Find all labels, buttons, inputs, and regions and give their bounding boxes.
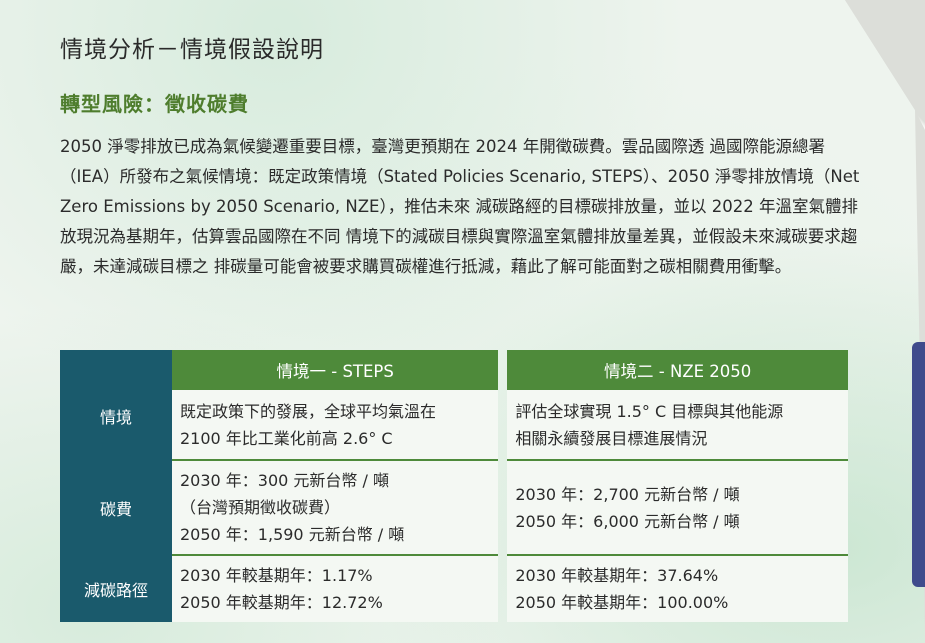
table-row: 情境 既定政策下的發展，全球平均氣溫在 2100 年比工業化前高 2.6° C …	[60, 390, 848, 461]
page-title: 情境分析－情境假設說明	[60, 37, 324, 63]
section-title: 轉型風險：徵收碳費	[60, 92, 249, 116]
intro-line: 減碳路經的目標碳排放量，並以 2022 年溫室氣體排放現況為基期年，估算雲品國際…	[60, 197, 858, 246]
scenario-table: 情境一 - STEPS 情境二 - NZE 2050 情境 既定政策下的發展，全…	[60, 350, 848, 622]
table-corner	[60, 350, 172, 390]
row-header-carbon-fee: 碳費	[60, 460, 172, 555]
table-row: 碳費 2030 年：300 元新台幣 / 噸 （台灣預期徵收碳費） 2050 年…	[60, 460, 848, 556]
row-header-scenario: 情境	[60, 390, 172, 460]
intro-line: 排碳量可能會被要求購買碳權進行抵減，藉此了解可能面對之碳相關費用衝擊。	[213, 257, 792, 276]
side-tab[interactable]	[912, 342, 925, 587]
cell-steps-scenario: 既定政策下的發展，全球平均氣溫在 2100 年比工業化前高 2.6° C	[172, 390, 499, 461]
cell-nze-scenario: 評估全球實現 1.5° C 目標與其他能源 相關永續發展目標進展情況	[507, 390, 848, 461]
cell-nze-reduction-path: 2030 年較基期年：37.64% 2050 年較基期年：100.00%	[507, 555, 848, 622]
intro-line: 情境下的減碳目標與實際溫室氣體排放量差異，並假設未來減碳要求趨嚴，未達減碳目標之	[60, 227, 858, 276]
cell-nze-carbon-fee: 2030 年：2,700 元新台幣 / 噸 2050 年：6,000 元新台幣 …	[507, 460, 848, 556]
table-header-row: 情境一 - STEPS 情境二 - NZE 2050	[60, 350, 848, 390]
intro-paragraph: 2050 淨零排放已成為氣候變遷重要目標，臺灣更預期在 2024 年開徵碳費。雲…	[60, 132, 860, 282]
table-row: 減碳路徑 2030 年較基期年：1.17% 2050 年較基期年：12.72% …	[60, 555, 848, 622]
row-header-reduction-path: 減碳路徑	[60, 555, 172, 622]
cell-steps-carbon-fee: 2030 年：300 元新台幣 / 噸 （台灣預期徵收碳費） 2050 年：1,…	[172, 460, 499, 556]
column-header-steps: 情境一 - STEPS	[172, 350, 499, 390]
column-header-nze: 情境二 - NZE 2050	[507, 350, 848, 390]
intro-line: STEPS）、2050 淨零排放情境（Net Zero Emissions by…	[60, 167, 860, 216]
intro-line: 2050 淨零排放已成為氣候變遷重要目標，臺灣更預期在 2024 年開徵碳費。雲…	[60, 137, 705, 156]
cell-steps-reduction-path: 2030 年較基期年：1.17% 2050 年較基期年：12.72%	[172, 555, 499, 622]
intro-line: 過國際能源總署（IEA）所發布之氣候情境：既定政策情境（Stated Polic…	[60, 137, 825, 186]
